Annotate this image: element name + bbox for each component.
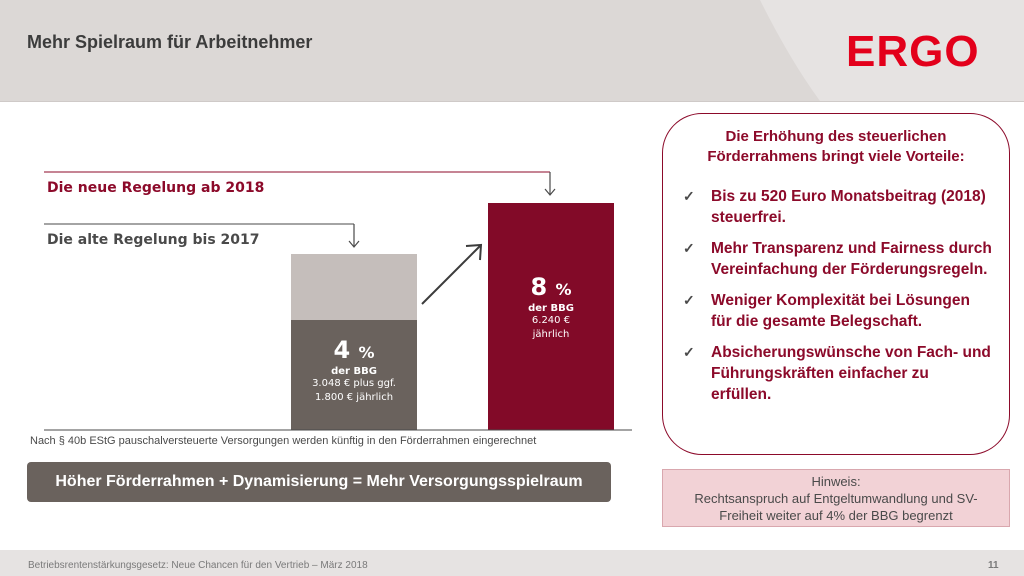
benefit-text: Bis zu 520 Euro Monatsbeitrag (2018) ste… [711, 188, 986, 226]
bar-old-value-1: 3.048 € plus ggf. [312, 378, 396, 389]
checkmark-icon: ✓ [683, 344, 695, 360]
bar-new [488, 203, 614, 430]
benefits-title: Die Erhöhung des steuerlichen Förderrahm… [663, 127, 1009, 167]
list-item: ✓ Bis zu 520 Euro Monatsbeitrag (2018) st… [683, 186, 993, 228]
note-line2: Rechtsanspruch auf Entgeltumwandlung und… [694, 491, 978, 506]
checkmark-icon: ✓ [683, 292, 695, 308]
benefits-list: ✓ Bis zu 520 Euro Monatsbeitrag (2018) st… [683, 186, 993, 415]
page-number: 11 [988, 560, 999, 571]
bar-new-pct-sign: % [555, 280, 572, 299]
bar-old-value-2: 1.800 € jährlich [314, 392, 394, 403]
old-rule-arrowhead [348, 240, 360, 248]
note-line1: Hinweis: [811, 474, 861, 489]
header-divider [0, 101, 1024, 102]
benefit-text: Absicherungswünsche von Fach- und Führun… [711, 344, 991, 403]
bar-old-sub: der BBG [331, 366, 377, 377]
footnote: Nach § 40b EStG pauschalversteuerte Vers… [30, 435, 537, 447]
list-item: ✓ Absicherungswünsche von Fach- und Führu… [683, 342, 993, 405]
footer-text: Betriebsrentenstärkungsgesetz: Neue Chan… [28, 560, 368, 571]
checkmark-icon: ✓ [683, 240, 695, 256]
bar-old-light [291, 254, 417, 320]
new-rule-arrowhead [544, 188, 556, 196]
bar-old-pct-sign: % [358, 343, 375, 362]
benefit-text: Mehr Transparenz und Fairness durch Vere… [711, 240, 992, 278]
chart-graphic [44, 171, 632, 431]
bar-new-value-2: jährlich [532, 329, 570, 340]
formula-banner: Höher Förderrahmen + Dynamisierung = Meh… [27, 462, 611, 502]
list-item: ✓ Weniger Komplexität bei Lösungen für di… [683, 290, 993, 332]
footer-bar [0, 550, 1024, 576]
list-item: ✓ Mehr Transparenz und Fairness durch Ver… [683, 238, 993, 280]
bar-old-label: 4 % der BBG 3.048 € plus ggf. 1.800 € jä… [291, 336, 417, 405]
header-decoration [0, 0, 820, 101]
bar-new-pct: 8 [530, 273, 548, 301]
benefits-box: Die Erhöhung des steuerlichen Förderrahm… [662, 113, 1010, 455]
note-line3: Freiheit weiter auf 4% der BBG begrenzt [719, 508, 953, 523]
label-old-regulation: Die alte Regelung bis 2017 [47, 232, 260, 248]
label-new-regulation: Die neue Regelung ab 2018 [47, 180, 265, 196]
growth-arrow [421, 245, 481, 305]
benefit-text: Weniger Komplexität bei Lösungen für die… [711, 292, 970, 330]
checkmark-icon: ✓ [683, 188, 695, 204]
growth-arrowhead [465, 243, 483, 261]
bar-new-sub: der BBG [528, 303, 574, 314]
bar-new-value-1: 6.240 € [531, 315, 571, 326]
bar-old-pct: 4 [333, 336, 351, 364]
note-box: Hinweis: Rechtsanspruch auf Entgeltumwan… [662, 469, 1010, 527]
page-title: Mehr Spielraum für Arbeitnehmer [27, 32, 313, 52]
bar-old-dark [291, 320, 417, 430]
benefits-title-line2: Förderrahmens bringt viele Vorteile: [707, 148, 965, 165]
benefits-title-line1: Die Erhöhung des steuerlichen [725, 128, 947, 145]
ergo-logo: ERGO [846, 27, 980, 76]
bar-new-label: 8 % der BBG 6.240 € jährlich [488, 273, 614, 342]
